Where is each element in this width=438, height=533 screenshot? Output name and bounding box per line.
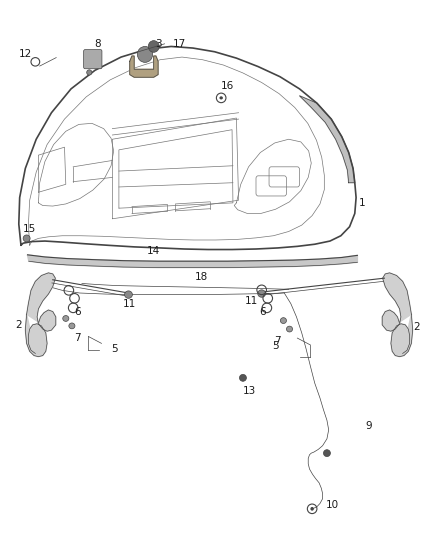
Text: 11: 11 (123, 298, 136, 309)
Text: 9: 9 (366, 421, 372, 431)
Polygon shape (27, 273, 56, 331)
Text: 10: 10 (325, 500, 339, 510)
Ellipse shape (258, 290, 265, 297)
Polygon shape (300, 96, 355, 183)
Ellipse shape (323, 450, 330, 457)
Ellipse shape (311, 507, 314, 511)
Text: 17: 17 (173, 39, 187, 49)
Text: 18: 18 (195, 272, 208, 282)
Polygon shape (25, 314, 47, 357)
Polygon shape (382, 273, 411, 331)
Text: 6: 6 (74, 306, 81, 317)
Polygon shape (130, 56, 158, 77)
Text: 1: 1 (359, 198, 366, 208)
Text: 11: 11 (245, 296, 258, 306)
Text: 6: 6 (259, 306, 266, 317)
Text: 5: 5 (111, 344, 118, 354)
Ellipse shape (148, 41, 159, 52)
Text: 3: 3 (155, 39, 161, 49)
Text: 7: 7 (74, 333, 81, 343)
Ellipse shape (87, 70, 92, 75)
Text: 5: 5 (272, 341, 279, 351)
Text: 15: 15 (23, 224, 36, 235)
Ellipse shape (280, 318, 286, 324)
Ellipse shape (219, 96, 223, 100)
Text: 2: 2 (414, 322, 420, 333)
Text: 16: 16 (221, 81, 234, 91)
Text: 13: 13 (243, 386, 256, 396)
Ellipse shape (286, 326, 293, 332)
Ellipse shape (240, 374, 247, 381)
Ellipse shape (63, 316, 69, 321)
FancyBboxPatch shape (84, 50, 102, 69)
Ellipse shape (138, 46, 152, 62)
Text: 7: 7 (275, 336, 281, 346)
Ellipse shape (23, 235, 30, 242)
Polygon shape (28, 255, 357, 268)
Ellipse shape (69, 323, 75, 329)
Ellipse shape (124, 291, 132, 298)
Polygon shape (391, 314, 413, 357)
Text: 12: 12 (19, 50, 32, 59)
Text: 14: 14 (147, 246, 160, 256)
Text: 2: 2 (15, 320, 22, 330)
Text: 8: 8 (94, 39, 100, 49)
